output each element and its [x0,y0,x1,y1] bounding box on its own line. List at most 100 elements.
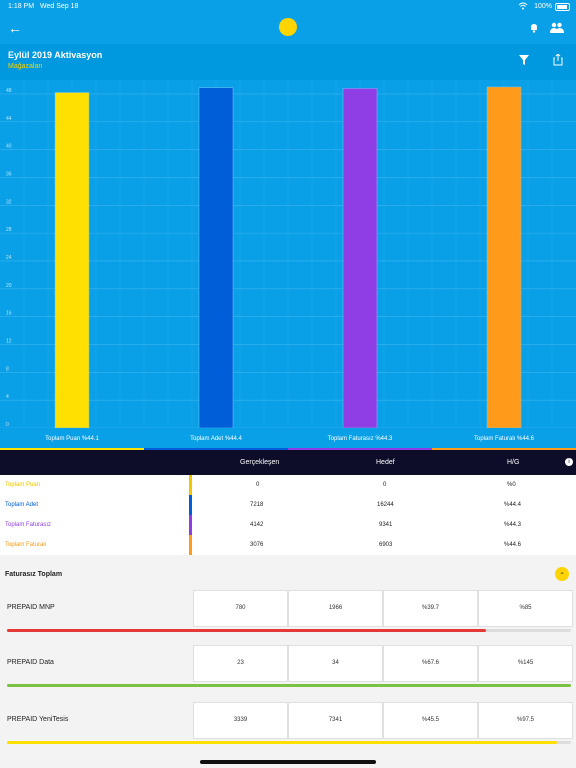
page-title: Eylül 2019 Aktivasyon [8,50,103,60]
section-title: Faturasız Toplam [5,571,63,578]
tab-toplam-faturali[interactable]: Toplam Faturalı %44.6 [432,428,576,450]
cell-target: 0 [383,482,387,488]
metric-hg: %85 [478,590,573,627]
col-header-actual: Gerçekleşen [240,459,280,466]
progress-fill [7,684,571,687]
y-tick-label: 4 [6,394,9,400]
y-tick-label: 44 [6,116,12,122]
y-tick-label: 20 [6,283,12,289]
progress-bar [7,629,571,632]
tab-toplam-adet[interactable]: Toplam Adet %44.4 [144,428,288,450]
summary-table: Toplam Puan 0 0 %0 Toplam Adet 7218 1624… [0,475,576,555]
y-tick-label: 12 [6,338,12,344]
cell-hg: %0 [507,482,516,488]
progress-fill [7,741,557,744]
row-label: Toplam Faturalı [5,542,47,548]
col-header-target: Hedef [376,459,395,466]
chart-bar-toplam-adet[interactable] [198,87,234,428]
tab-label: Toplam Puan %44.1 [45,436,99,442]
metric-hg: %145 [478,645,573,682]
metric-name: PREPAID Data [7,659,54,666]
y-tick-label: 24 [6,255,12,261]
metric-actual: 23 [193,645,288,682]
cell-actual: 4142 [250,522,264,528]
table-row: Toplam Faturalı 3076 6903 %44.6 [0,535,576,555]
row-color-marker [189,515,192,535]
share-icon[interactable] [553,54,563,66]
people-icon[interactable] [550,22,564,34]
row-color-marker [189,495,192,515]
table-row: Toplam Faturasız 4142 9341 %44.3 [0,515,576,535]
metric-grid: 780 1966 %39.7 %85 [193,590,574,627]
progress-bar [7,684,571,687]
cell-target: 16244 [377,502,394,508]
bar-chart: 0 4 8 12 16 20 24 28 32 36 40 44 48 [0,80,576,428]
tab-label: Toplam Adet %44.4 [190,436,242,442]
metric-row: PREPAID MNP 780 1966 %39.7 %85 [0,590,576,642]
bell-icon[interactable] [529,23,539,33]
metric-row: PREPAID YeniTesis 3339 7341 %45.5 %97.5 [0,702,576,754]
tab-toplam-puan[interactable]: Toplam Puan %44.1 [0,428,144,450]
metric-actual: 780 [193,590,288,627]
metric-actual: 3339 [193,702,288,739]
metric-grid: 3339 7341 %45.5 %97.5 [193,702,574,739]
cell-hg: %44.3 [504,522,522,528]
tab-label: Toplam Faturasız %44.3 [327,436,393,442]
info-icon[interactable]: i [565,458,573,466]
progress-bar [7,741,571,744]
y-tick-label: 0 [6,422,9,428]
chart-bar-toplam-fatural-[interactable] [486,86,522,428]
tab-underline [144,448,288,450]
metric-target: 1966 [288,590,383,627]
battery-icon [555,3,570,11]
detail-section: Faturasız Toplam - PREPAID MNP 780 1966 … [0,555,576,768]
row-label: Toplam Adet [5,502,39,508]
cell-hg: %44.6 [504,542,522,548]
cell-actual: 3076 [250,542,264,548]
chart-tabs: Toplam Puan %44.1 Toplam Adet %44.4 Topl… [0,428,576,450]
metric-percent: %45.5 [383,702,478,739]
chart-bar-toplam-puan[interactable] [54,92,90,428]
y-tick-label: 40 [6,144,12,150]
page-header: Eylül 2019 Aktivasyon Mağazaları [0,44,576,80]
metric-name: PREPAID YeniTesis [7,716,69,723]
filter-icon[interactable] [519,55,529,65]
status-bar: 1:18 PM Wed Sep 18 100% [0,0,576,14]
row-label: Toplam Faturasız [5,522,52,528]
chart-bar-toplam-faturas-z[interactable] [342,88,378,428]
y-tick-label: 16 [6,311,12,317]
y-tick-label: 28 [6,227,12,233]
turkcell-logo [279,18,297,36]
top-bar: ← [0,14,576,44]
back-arrow-icon[interactable]: ← [8,20,22,36]
table-row: Toplam Adet 7218 16244 %44.4 [0,495,576,515]
metric-hg: %97.5 [478,702,573,739]
col-header-hg: H/G [507,459,520,466]
metric-percent: %67.6 [383,645,478,682]
cell-target: 9341 [379,522,393,528]
metric-target: 7341 [288,702,383,739]
y-tick-label: 32 [6,199,12,205]
cell-hg: %44.4 [504,502,522,508]
battery-percent: 100% [534,3,552,10]
cell-actual: 0 [256,482,260,488]
row-color-marker [189,475,192,495]
status-date: Wed Sep 18 [40,3,79,10]
y-tick-label: 8 [6,366,9,372]
progress-fill [7,629,487,632]
table-row: Toplam Puan 0 0 %0 [0,475,576,495]
status-time: 1:18 PM [8,3,35,10]
tab-toplam-faturasiz[interactable]: Toplam Faturasız %44.3 [288,428,432,450]
metric-grid: 23 34 %67.6 %145 [193,645,574,682]
tab-underline [0,448,144,450]
tab-underline [432,448,576,450]
row-color-marker [189,535,192,555]
collapse-button[interactable]: - [555,567,569,581]
metric-target: 34 [288,645,383,682]
home-indicator [200,760,376,764]
summary-table-header: Gerçekleşen Hedef H/G i [0,450,576,475]
page-subtitle: Mağazaları [8,63,43,70]
metric-row: PREPAID Data 23 34 %67.6 %145 [0,645,576,697]
section-header: Faturasız Toplam - [0,555,576,589]
y-tick-label: 48 [6,88,12,94]
